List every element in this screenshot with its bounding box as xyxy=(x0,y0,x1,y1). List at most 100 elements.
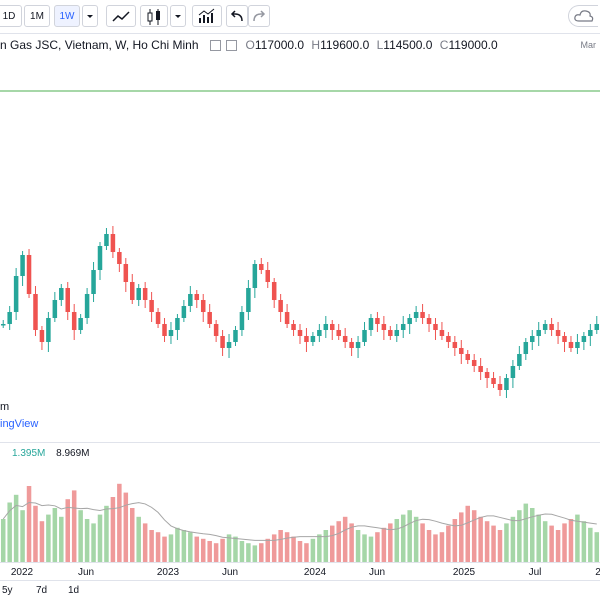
volume-bar xyxy=(413,516,419,563)
candle-body xyxy=(349,342,354,348)
range-1d-button[interactable]: 1d xyxy=(68,585,80,596)
candle-body xyxy=(368,318,374,330)
candle-body xyxy=(381,324,387,330)
line-chart-button[interactable] xyxy=(106,5,136,27)
volume-bar xyxy=(246,543,251,563)
volume-bar xyxy=(84,519,90,563)
interval-dropdown-button[interactable] xyxy=(82,5,98,27)
candle-body xyxy=(491,378,496,384)
volume-chart[interactable] xyxy=(0,442,600,563)
volume-bar xyxy=(400,514,406,563)
axis-label: 2024 xyxy=(303,567,327,578)
candle-body xyxy=(246,288,251,312)
line-chart-icon xyxy=(112,11,130,22)
volume-bar xyxy=(433,534,438,563)
low-value: 114500.0 xyxy=(383,38,433,52)
candle-body xyxy=(420,312,425,318)
close-value: 119000.0 xyxy=(448,38,498,52)
volume-bar xyxy=(20,510,25,563)
candle-body xyxy=(233,330,238,342)
candle-body xyxy=(484,372,490,378)
volume-bar xyxy=(459,512,464,563)
candle-body xyxy=(336,330,341,336)
cloud-save-button[interactable] xyxy=(568,5,598,27)
candle-body xyxy=(278,300,283,312)
volume-bar xyxy=(13,494,19,563)
candle-body xyxy=(478,366,483,372)
candles-button[interactable] xyxy=(140,5,168,27)
volume-bar xyxy=(33,505,38,563)
top-toolbar: 1D 1M 1W xyxy=(0,0,600,34)
volume-bar xyxy=(104,505,109,563)
candle-body xyxy=(588,330,593,336)
axis-label: Jun xyxy=(221,567,239,578)
interval-1w-button[interactable]: 1W xyxy=(54,5,80,27)
volume-bar xyxy=(265,538,270,563)
interval-1d-button[interactable]: 1D xyxy=(0,5,22,27)
dropdown-icon xyxy=(87,15,93,18)
candle-body xyxy=(226,342,232,348)
chart-type-dropdown-button[interactable] xyxy=(170,5,186,27)
range-5y-button[interactable]: 5y xyxy=(2,585,13,596)
candle-body xyxy=(304,336,309,342)
volume-bar xyxy=(97,514,103,563)
redo-button[interactable] xyxy=(248,5,270,27)
candle-body xyxy=(497,384,503,390)
candle-body xyxy=(104,234,109,246)
volume-bar xyxy=(517,510,522,563)
candle-body xyxy=(175,318,180,330)
candle-body xyxy=(7,312,12,324)
candle-body xyxy=(149,300,154,312)
axis-label: 2022 xyxy=(10,567,34,578)
volume-bar xyxy=(394,519,400,563)
candle-body xyxy=(310,336,316,342)
volume-bar xyxy=(26,486,32,563)
symbol-name[interactable]: n Gas JSC, Vietnam, W, Ho Chi Minh xyxy=(0,38,199,52)
price-chart[interactable] xyxy=(0,60,600,440)
undo-button[interactable] xyxy=(226,5,248,27)
volume-bar xyxy=(142,523,148,563)
candle-body xyxy=(394,330,400,336)
volume-bar xyxy=(65,499,70,563)
candle-body xyxy=(97,246,103,270)
volume-bar xyxy=(181,530,187,563)
legend-toggle-icon[interactable] xyxy=(209,40,221,52)
volume-bar xyxy=(555,530,561,563)
candle-body xyxy=(0,324,6,326)
interval-1m-button[interactable]: 1M xyxy=(24,5,50,27)
candle-body xyxy=(71,312,77,330)
volume-bar xyxy=(220,538,225,563)
candle-body xyxy=(594,324,600,330)
candle-body xyxy=(46,318,51,342)
indicators-button[interactable] xyxy=(192,5,222,27)
candle-body xyxy=(33,294,38,330)
volume-ma-value: 8.969M xyxy=(56,448,90,459)
candle-body xyxy=(291,324,296,330)
candle-body xyxy=(413,312,419,318)
candle-body xyxy=(530,336,535,342)
volume-bar xyxy=(323,530,329,563)
range-7d-button[interactable]: 7d xyxy=(36,585,48,596)
volume-bar xyxy=(304,543,309,563)
candle-body xyxy=(523,342,529,354)
volume-bar xyxy=(510,516,516,563)
candle-body xyxy=(239,312,245,330)
volume-bar xyxy=(175,527,180,563)
axis-label: Jun xyxy=(77,567,95,578)
high-value: 119600.0 xyxy=(320,38,370,52)
candle-body xyxy=(426,318,432,324)
side-note: Mar xyxy=(580,40,597,50)
volume-bar xyxy=(297,541,303,563)
legend-settings-icon[interactable] xyxy=(226,40,238,52)
volume-legend: 1.395M 8.969M xyxy=(12,448,90,459)
candle-body xyxy=(459,348,464,354)
volume-bar xyxy=(446,525,451,563)
candle-body xyxy=(265,270,270,282)
candle-body xyxy=(439,330,445,336)
candle-body xyxy=(117,252,122,264)
volume-bar xyxy=(110,497,116,563)
volume-bar xyxy=(194,536,200,563)
volume-ma-line xyxy=(2,501,597,541)
volume-value: 1.395M xyxy=(12,448,46,459)
volume-bar xyxy=(484,521,490,563)
